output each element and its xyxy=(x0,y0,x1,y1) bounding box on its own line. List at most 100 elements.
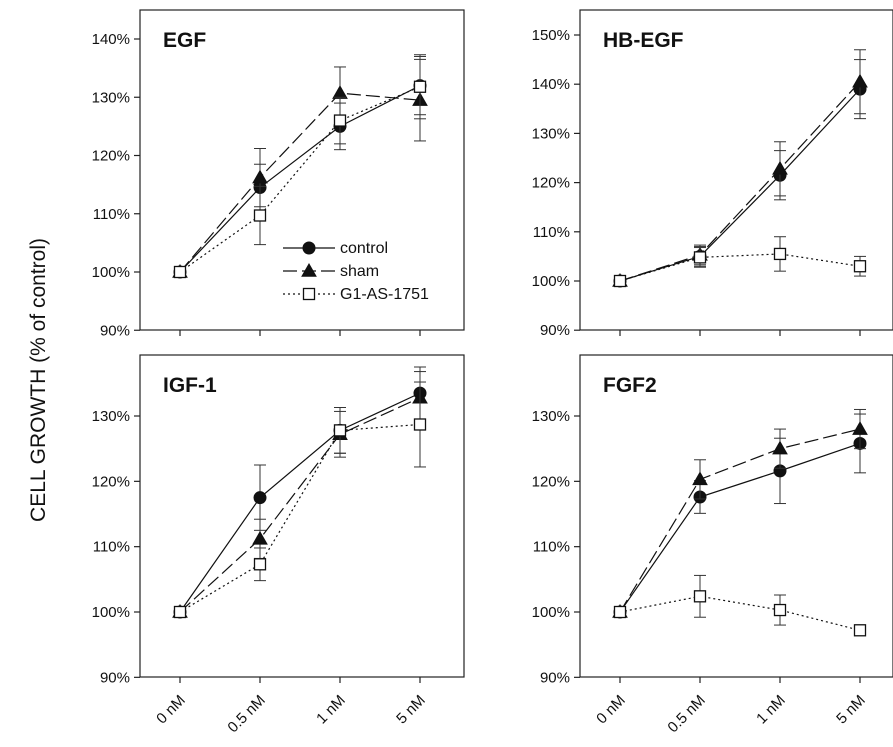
y-tick-label: 120% xyxy=(92,148,130,165)
y-tick-label: 130% xyxy=(532,408,570,425)
data-point xyxy=(413,418,427,431)
data-point xyxy=(252,169,268,184)
panel-egf: EGF 90% 100% 110% 120% 130% 140% control sham G1-… xyxy=(92,9,465,339)
y-tick-label: 130% xyxy=(532,125,570,142)
y-tick-label: 90% xyxy=(540,669,570,686)
legend-marker xyxy=(302,287,316,301)
series-line xyxy=(179,92,421,273)
y-tick-label: 130% xyxy=(92,89,130,106)
y-tick-label: 100% xyxy=(92,604,130,621)
data-point xyxy=(173,605,187,619)
panel-title: FGF2 xyxy=(603,374,657,397)
y-tick-label: 140% xyxy=(532,76,570,93)
y-tick-label: 120% xyxy=(532,175,570,192)
y-tick-label: 120% xyxy=(532,473,570,490)
data-point xyxy=(613,605,627,619)
data-point xyxy=(333,424,347,437)
legend-marker xyxy=(302,241,316,255)
legend: control sham G1-AS-1751 xyxy=(283,240,429,303)
series-sham xyxy=(172,58,428,278)
data-point xyxy=(253,558,267,571)
series-line xyxy=(619,442,861,613)
series-line xyxy=(619,253,861,282)
y-tick-label: 100% xyxy=(532,273,570,290)
data-point xyxy=(852,73,868,88)
data-point xyxy=(693,590,707,603)
data-point xyxy=(332,85,348,99)
panels-group: EGF 90% 100% 110% 120% 130% 140% control sham G1-… xyxy=(92,9,893,736)
data-point xyxy=(773,603,787,617)
series-line xyxy=(179,423,421,613)
x-tick-label: 0.5 nM xyxy=(664,692,708,736)
legend-label: sham xyxy=(340,263,379,280)
panel-title: IGF-1 xyxy=(163,374,217,397)
data-point xyxy=(613,274,627,288)
plot-frame xyxy=(579,354,893,678)
y-tick-label: 110% xyxy=(533,539,570,556)
series-g1 xyxy=(613,574,867,637)
y-tick-label: 140% xyxy=(92,31,130,48)
data-point xyxy=(252,530,268,545)
data-point xyxy=(772,440,788,455)
series-control xyxy=(173,366,427,619)
legend-label: control xyxy=(340,240,388,257)
series-line xyxy=(179,86,421,273)
panel-title: HB-EGF xyxy=(603,29,684,52)
data-point xyxy=(173,265,187,279)
y-tick-label: 90% xyxy=(100,322,130,339)
legend-item-g1: G1-AS-1751 xyxy=(283,286,429,303)
series-g1 xyxy=(173,381,427,619)
series-line xyxy=(619,595,861,631)
panel-hb-egf: HB-EGF 90% 100% 110% 120% 130% 140% 150% xyxy=(532,9,893,339)
legend-item-control: control xyxy=(283,240,388,257)
series-line xyxy=(179,85,421,273)
series-control xyxy=(613,413,867,619)
x-tick-label: 5 nM xyxy=(833,692,869,728)
series-g1 xyxy=(613,236,867,288)
panel-igf-1: IGF-1 90% 100% 110% 120% 130% 0 nM 0.5 nM 1 nM 5 … xyxy=(92,354,465,736)
panel-fgf2: FGF2 90% 100% 110% 120% 130% 0 nM 0.5 nM 1 nM 5 n… xyxy=(532,354,893,736)
panel-title: EGF xyxy=(163,29,206,52)
data-point xyxy=(253,491,267,505)
series-control xyxy=(613,59,867,288)
plot-frame xyxy=(139,9,465,331)
x-tick-label: 5 nM xyxy=(393,692,429,728)
data-point xyxy=(853,260,867,273)
figure-y-axis-label: CELL GROWTH (% of control) xyxy=(27,238,50,522)
y-tick-label: 110% xyxy=(533,224,570,241)
data-point xyxy=(333,114,347,127)
y-tick-label: 110% xyxy=(93,539,130,556)
x-tick-label: 1 nM xyxy=(753,692,789,728)
data-point xyxy=(692,471,708,486)
plot-frame xyxy=(579,9,893,331)
y-tick-label: 150% xyxy=(532,27,570,44)
data-point xyxy=(773,247,787,261)
data-point xyxy=(772,160,788,175)
legend-label: G1-AS-1751 xyxy=(340,286,429,303)
series-line xyxy=(619,428,861,613)
x-tick-label: 0.5 nM xyxy=(224,692,268,736)
series-line xyxy=(179,392,421,613)
data-point xyxy=(253,209,267,222)
series-g1 xyxy=(173,54,427,279)
legend-marker xyxy=(301,262,317,277)
plot-frame xyxy=(139,354,465,678)
y-tick-label: 90% xyxy=(100,669,130,686)
data-point xyxy=(413,80,427,93)
data-point xyxy=(852,421,868,435)
y-tick-label: 130% xyxy=(92,408,130,425)
data-point xyxy=(693,251,707,264)
series-line xyxy=(619,88,861,282)
x-tick-label: 0 nM xyxy=(153,692,189,728)
y-tick-label: 120% xyxy=(92,473,130,490)
series-sham xyxy=(172,371,428,618)
x-tick-label: 1 nM xyxy=(313,692,349,728)
series-line xyxy=(179,397,421,613)
y-tick-label: 100% xyxy=(532,604,570,621)
x-tick-label: 0 nM xyxy=(593,692,629,728)
y-tick-label: 90% xyxy=(540,322,570,339)
series-line xyxy=(619,81,861,282)
data-point xyxy=(853,624,867,637)
y-tick-label: 110% xyxy=(93,206,130,223)
